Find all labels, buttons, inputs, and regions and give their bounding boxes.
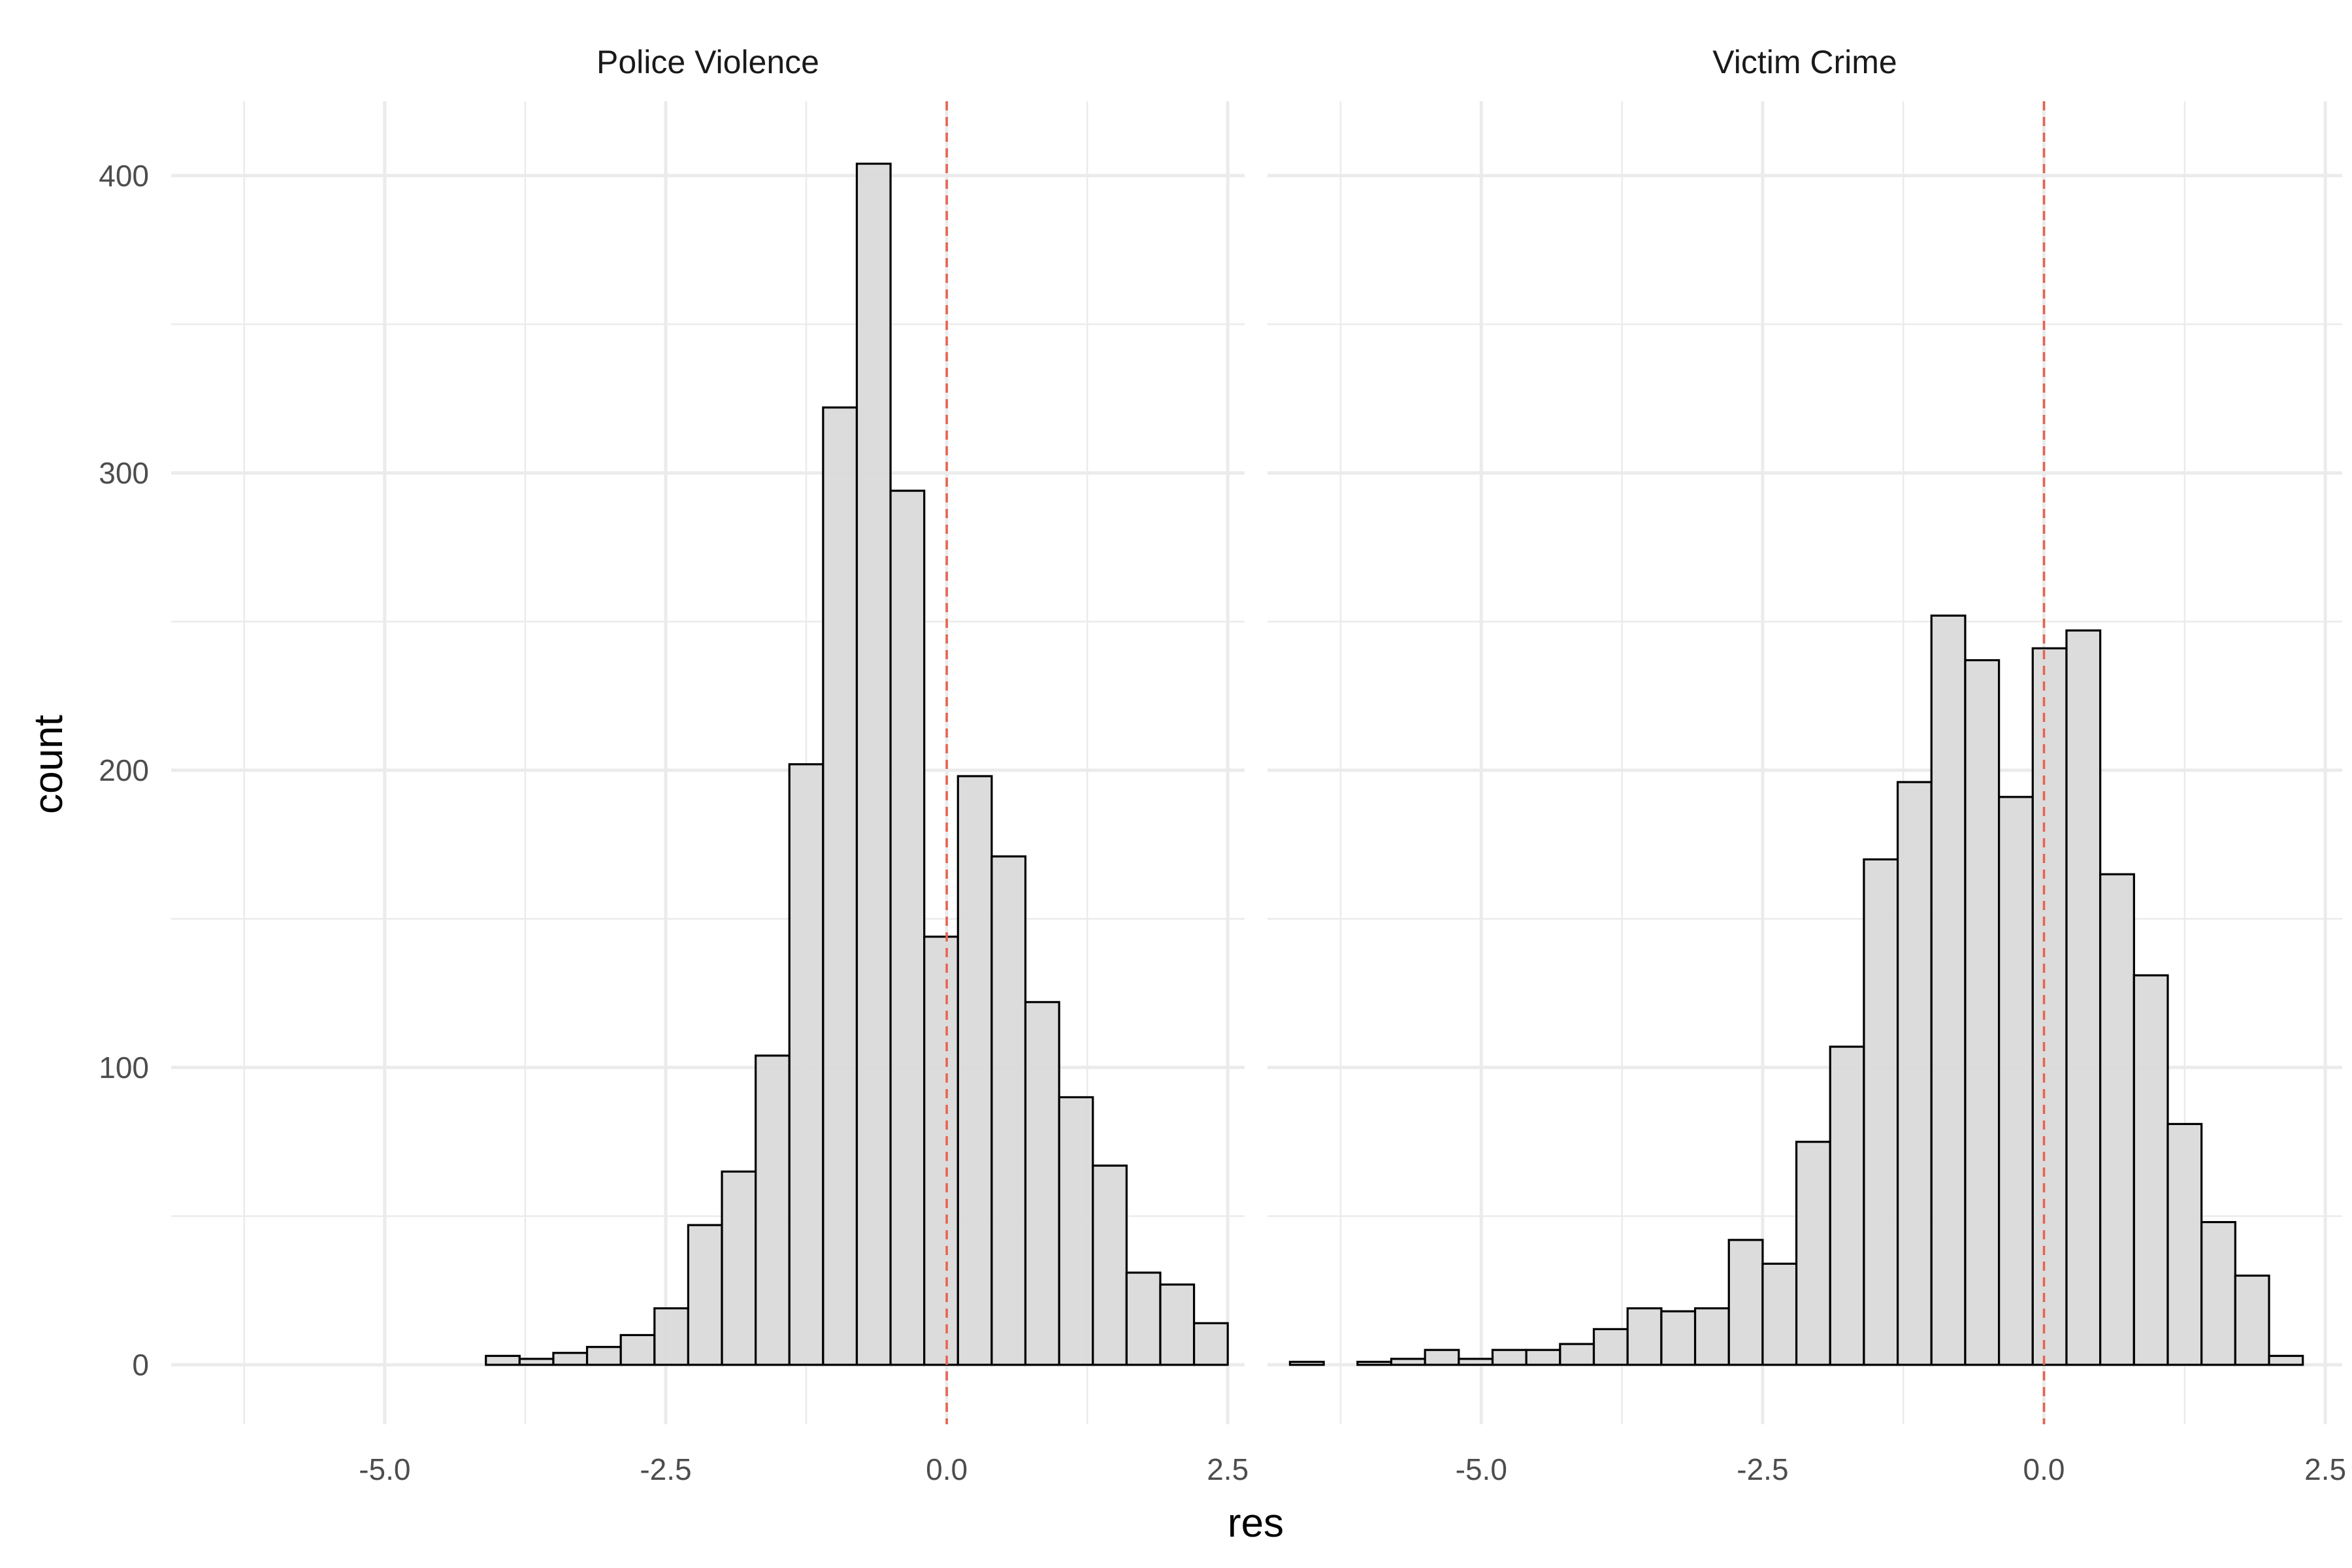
facet-panel-1: Police Violence -5.0 -2.5 0.0 2.5 0 100 200 300 4… — [99, 44, 1249, 1486]
histogram-bar — [855, 162, 892, 1366]
histogram-bar — [1525, 1348, 1561, 1366]
histogram-bar — [2031, 647, 2068, 1366]
histogram-bar — [1998, 796, 2034, 1366]
histogram-bar — [1863, 858, 1899, 1366]
histogram-bar — [1458, 1358, 1494, 1366]
y-tick-label: 0 — [132, 1348, 149, 1382]
histogram-bar — [2200, 1220, 2236, 1366]
facet-title: Police Violence — [596, 44, 819, 80]
histogram-bar — [1125, 1271, 1162, 1366]
histogram-bar — [585, 1346, 622, 1366]
histogram-bar — [889, 489, 926, 1366]
y-tick-label: 100 — [99, 1051, 149, 1085]
y-tick-label: 400 — [99, 159, 149, 193]
x-tick-label: -5.0 — [359, 1452, 410, 1486]
histogram-bar — [619, 1333, 656, 1366]
histogram-bar — [2099, 873, 2135, 1366]
histogram-bar — [721, 1170, 757, 1366]
histogram-bar — [2234, 1274, 2270, 1366]
histogram-bar — [1592, 1328, 1629, 1366]
histogram-bar — [2268, 1354, 2304, 1366]
x-tick-label: -2.5 — [1737, 1452, 1788, 1486]
x-tick-label: 2.5 — [2304, 1452, 2346, 1486]
histogram-bar — [1058, 1096, 1094, 1366]
histogram-bar — [923, 936, 959, 1366]
histogram-bar — [956, 775, 993, 1366]
x-tick-label: 2.5 — [1207, 1452, 1249, 1486]
histogram-bar — [788, 763, 825, 1366]
histogram-bar — [1660, 1310, 1697, 1366]
x-tick-label: 0.0 — [2023, 1452, 2065, 1486]
histogram-bar — [1356, 1360, 1393, 1366]
x-tick-label: -5.0 — [1456, 1452, 1507, 1486]
histogram-bar — [1897, 781, 1933, 1366]
x-tick-label: 0.0 — [926, 1452, 968, 1486]
histogram-bar — [1288, 1360, 1325, 1366]
histogram-bar — [1761, 1262, 1798, 1366]
x-tick-label: -2.5 — [640, 1452, 691, 1486]
histogram-bar — [1159, 1283, 1196, 1366]
histogram-bar — [990, 855, 1027, 1366]
y-axis-title: count — [26, 715, 71, 814]
histogram-bar — [1390, 1358, 1426, 1366]
histogram-bar — [1964, 659, 2001, 1366]
histogram-bar — [1024, 1001, 1060, 1366]
histogram-bar — [2132, 974, 2169, 1366]
histogram-bar — [518, 1358, 555, 1366]
histogram-bar — [1424, 1348, 1460, 1366]
histogram-bar — [1092, 1164, 1128, 1366]
histogram-bar — [653, 1307, 689, 1366]
histogram-bar — [2166, 1122, 2203, 1366]
histogram-bar — [1559, 1343, 1595, 1366]
facet-panel-2: Victim Crime -5.0 -2.5 0.0 2.5 — [1267, 44, 2346, 1486]
histogram-bar — [1930, 614, 1967, 1366]
histogram-bar — [822, 406, 858, 1366]
y-tick-label: 200 — [99, 753, 149, 787]
histogram-bar — [1829, 1045, 1865, 1366]
histogram-bar — [687, 1224, 723, 1366]
histogram-bar — [1727, 1239, 1764, 1366]
histogram-bar — [1192, 1322, 1229, 1366]
histogram-bar — [1795, 1141, 1831, 1366]
facet-title: Victim Crime — [1712, 44, 1897, 80]
histogram-bar — [485, 1354, 521, 1366]
y-tick-label: 300 — [99, 456, 149, 490]
histogram-bar — [2065, 629, 2102, 1366]
histogram-bar — [552, 1352, 589, 1366]
x-axis-title: res — [1228, 1501, 1284, 1546]
histogram-bar — [1626, 1307, 1663, 1366]
histogram-bar — [755, 1054, 791, 1366]
histogram-bar — [1693, 1307, 1730, 1366]
histogram-bar — [1491, 1348, 1527, 1366]
